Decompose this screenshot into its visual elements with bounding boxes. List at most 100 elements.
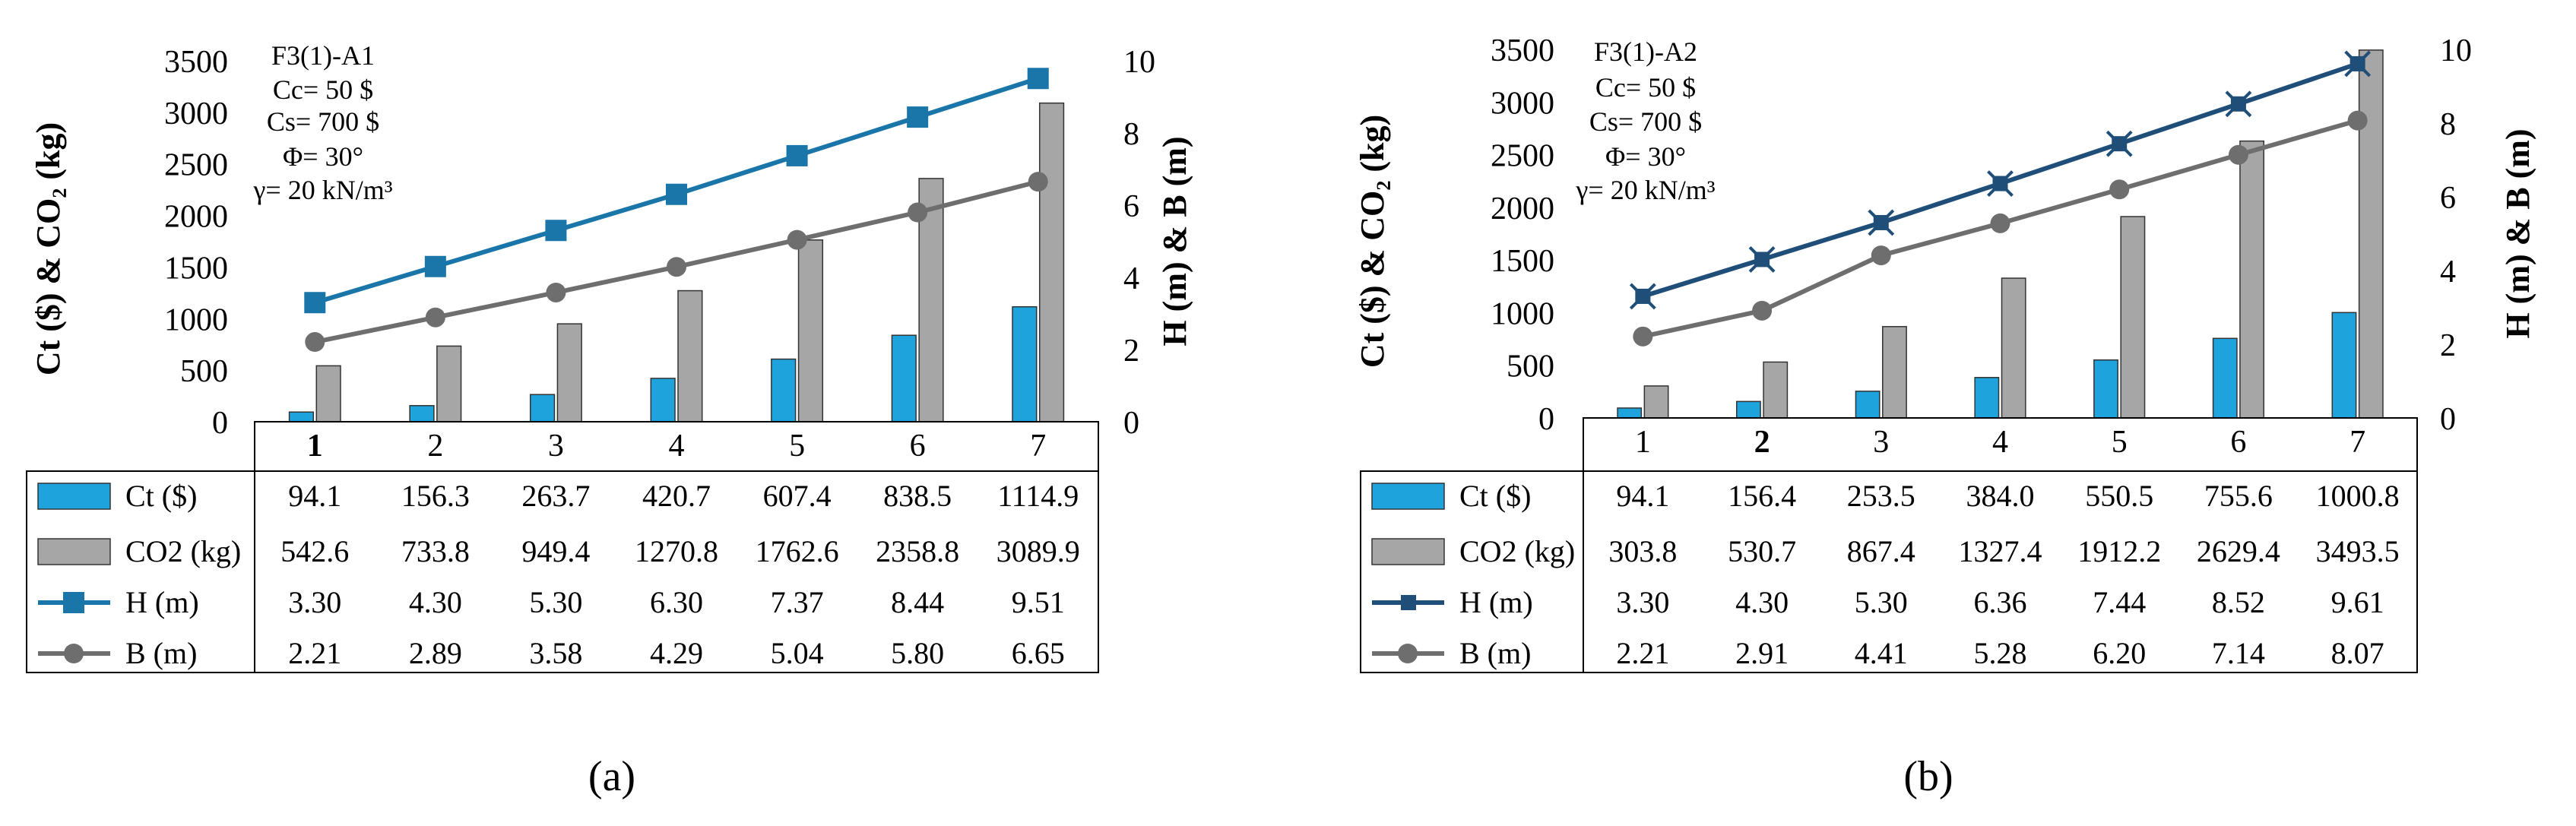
- bar-co2: [436, 345, 462, 422]
- b-series-marker: [1028, 172, 1048, 192]
- category-label: 2: [427, 429, 443, 464]
- annotation-line: Cc= 50 $: [1595, 72, 1696, 103]
- left-axis-tick-label: 3000: [1491, 86, 1554, 121]
- bar-ct: [1617, 407, 1643, 419]
- bar-ct: [650, 378, 676, 422]
- left-axis-title: Ct ($) & CO₂ (kg): [1354, 115, 1391, 368]
- table-body-box: [26, 470, 1099, 673]
- left-axis-tick-label: 3500: [1491, 33, 1554, 68]
- marker-stroke: [1748, 246, 1776, 273]
- table-cell-value: 384.0: [1966, 479, 2035, 513]
- marker-stroke: [1868, 209, 1895, 236]
- table-cell-value: 4.41: [1855, 636, 1908, 670]
- table-cell-value: 7.44: [2093, 585, 2146, 619]
- table-cell-value: 6.65: [1012, 636, 1065, 670]
- right-axis-tick-label: 8: [1123, 117, 1139, 152]
- right-axis-title: H (m) & B (m): [2499, 128, 2536, 338]
- marker-stroke: [2105, 130, 2133, 157]
- legend-key-b-marker: [64, 644, 84, 663]
- table-cell-value: 949.4: [521, 534, 590, 568]
- table-cell-value: 607.4: [763, 479, 832, 513]
- bar-co2: [1038, 102, 1065, 422]
- annotation-line: Cs= 700 $: [1589, 106, 1702, 137]
- bar-co2: [1882, 326, 1907, 419]
- bar-co2: [315, 365, 341, 422]
- category-label: 5: [789, 429, 805, 464]
- h-series-marker: [1027, 68, 1049, 90]
- left-axis-tick-label: 1500: [1491, 244, 1554, 279]
- left-axis-tick-label: 1000: [164, 302, 228, 337]
- table-cell-value: 1912.2: [2077, 534, 2161, 568]
- left-axis-tick-label: 500: [1507, 350, 1554, 385]
- left-axis-tick-label: 1500: [164, 251, 228, 286]
- left-axis-tick-label: 0: [1538, 402, 1554, 437]
- table-cell-value: 2.89: [409, 636, 462, 670]
- right-axis-tick-label: 4: [1123, 261, 1139, 296]
- annotation-line: Φ= 30°: [283, 141, 363, 172]
- right-axis-title: H (m) & B (m): [1156, 136, 1193, 346]
- legend-label: B (m): [125, 636, 197, 670]
- table-cell-value: 156.4: [1728, 479, 1796, 513]
- bar-ct: [771, 358, 797, 422]
- right-axis-tick-label: 0: [2440, 402, 2456, 437]
- marker-stroke: [1629, 283, 1656, 310]
- bar-co2: [2001, 277, 2026, 419]
- table-cell-value: 94.1: [288, 479, 341, 513]
- table-cell-value: 1000.8: [2316, 479, 2400, 513]
- h-series-marker: [1748, 246, 1776, 273]
- table-cell-value: 94.1: [1616, 479, 1669, 513]
- left-axis-tick-label: 2500: [1491, 139, 1554, 174]
- table-cell-value: 156.3: [401, 479, 470, 513]
- left-axis-tick-label: 1000: [1491, 296, 1554, 331]
- table-cell-value: 6.36: [1974, 585, 2027, 619]
- bar-co2: [2239, 140, 2265, 419]
- legend-key-ct: [1371, 483, 1445, 510]
- table-cell-value: 530.7: [1728, 534, 1796, 568]
- b-series-marker: [2347, 110, 2368, 131]
- legend-label: CO2 (kg): [1459, 534, 1575, 568]
- table-cell-value: 838.5: [883, 479, 952, 513]
- bar-ct: [2331, 312, 2357, 419]
- annotation-line: Φ= 30°: [1605, 141, 1686, 172]
- table-cell-value: 3493.5: [2316, 534, 2400, 568]
- category-label: 3: [548, 429, 564, 464]
- table-cell-value: 1762.6: [756, 534, 839, 568]
- left-axis-tick-label: 2500: [164, 148, 228, 183]
- table-cell-value: 263.7: [521, 479, 590, 513]
- category-label: 5: [2112, 425, 2128, 460]
- table-cell-value: 9.61: [2331, 585, 2384, 619]
- legend-key-co2: [37, 538, 111, 565]
- table-cell-value: 733.8: [401, 534, 470, 568]
- legend-key-h-marker: [1401, 595, 1416, 610]
- legend-key-h-marker: [63, 592, 84, 613]
- table-cell-value: 7.14: [2212, 636, 2265, 670]
- left-axis-title: Ct ($) & CO₂ (kg): [30, 122, 67, 375]
- annotation-line: F3(1)-A1: [271, 40, 375, 71]
- bar-ct: [1012, 305, 1038, 422]
- left-axis-tick-label: 2000: [1491, 191, 1554, 226]
- legend-key-b-marker: [1398, 644, 1418, 663]
- table-cell-value: 3.58: [529, 636, 582, 670]
- table-cell-value: 755.6: [2204, 479, 2273, 513]
- table-cell-value: 3.30: [1616, 585, 1669, 619]
- chart-panel-b: 0 500 1000 1500 2000 2500 3000 3500 0 2 4 6 8 10 Ct ($…: [1354, 33, 2536, 800]
- category-label: 6: [2230, 425, 2246, 460]
- table-cell-value: 3089.9: [996, 534, 1080, 568]
- h-series-marker: [2344, 50, 2372, 78]
- table-cell-value: 5.80: [891, 636, 944, 670]
- left-axis-tick-label: 3500: [164, 45, 228, 80]
- annotation-line: Cc= 50 $: [273, 74, 373, 105]
- bar-ct: [891, 334, 917, 422]
- b-series-marker: [908, 202, 928, 223]
- bar-ct: [409, 405, 435, 422]
- h-series-marker: [1868, 209, 1895, 236]
- panel-caption: (b): [1903, 753, 1953, 800]
- b-series-marker: [1633, 326, 1653, 347]
- bar-co2: [797, 239, 824, 422]
- table-body-box: [1360, 470, 2418, 673]
- b-series-marker: [1990, 213, 2010, 233]
- b-series-marker: [2228, 144, 2248, 165]
- table-cell-value: 4.29: [650, 636, 703, 670]
- bar-ct: [1735, 400, 1761, 419]
- h-series-marker: [907, 106, 929, 128]
